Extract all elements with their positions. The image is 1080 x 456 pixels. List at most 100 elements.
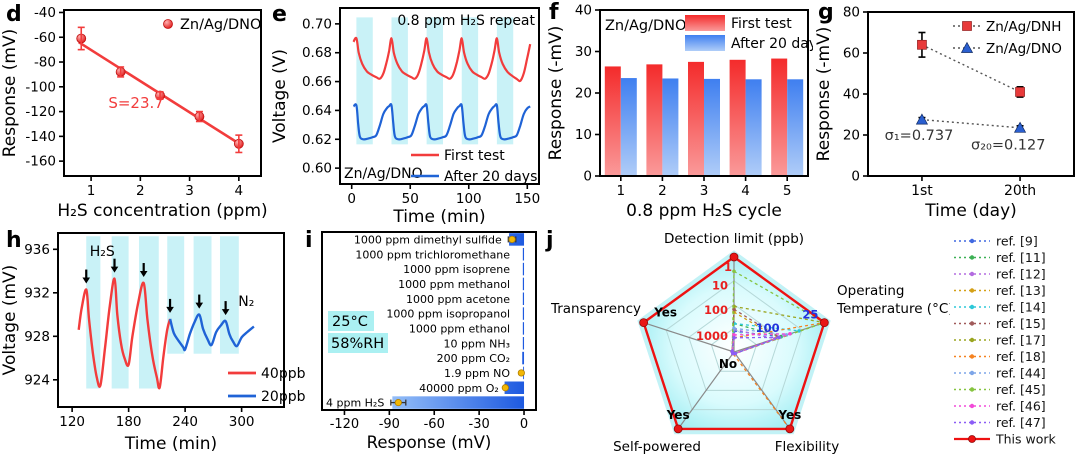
bar-first-test: [771, 58, 788, 176]
svg-text:1: 1: [724, 260, 732, 274]
svg-text:3: 3: [185, 183, 194, 199]
radar-this-work: [642, 255, 826, 431]
bar-first-test: [604, 66, 621, 176]
svg-text:Time (min): Time (min): [392, 207, 485, 225]
svg-text:4 ppm H₂S: 4 ppm H₂S: [326, 397, 384, 410]
svg-text:0.60: 0.60: [302, 161, 332, 177]
svg-text:3: 3: [700, 183, 709, 199]
svg-text:100: 100: [756, 321, 780, 335]
svg-text:1000 ppm trichloromethane: 1000 ppm trichloromethane: [355, 248, 510, 261]
svg-text:120: 120: [59, 414, 85, 430]
svg-text:1st: 1st: [911, 183, 933, 199]
bar-first-test: [646, 64, 663, 176]
svg-text:2: 2: [658, 183, 667, 199]
svg-text:180: 180: [116, 414, 142, 430]
svg-text:0.64: 0.64: [302, 103, 332, 119]
gas-response-bar: [522, 307, 525, 320]
svg-text:Self-powered: Self-powered: [613, 439, 701, 455]
svg-text:0: 0: [347, 191, 356, 207]
svg-text:0: 0: [520, 417, 528, 432]
svg-text:20th: 20th: [1004, 183, 1036, 199]
panel-letter-i: i: [305, 228, 313, 253]
svg-text:936: 936: [24, 242, 50, 258]
response-dot: [508, 235, 516, 244]
svg-text:1000 ppm isopropanol: 1000 ppm isopropanol: [386, 308, 510, 321]
svg-text:ref. [11]: ref. [11]: [996, 250, 1046, 265]
svg-text:ref. [9]: ref. [9]: [996, 234, 1038, 249]
svg-text:20: 20: [843, 128, 860, 144]
svg-text:25°C: 25°C: [332, 314, 368, 330]
svg-text:Yes: Yes: [777, 408, 801, 422]
curve-20ppb: [168, 313, 255, 352]
gas-response-bar: [522, 337, 525, 350]
gas-response-bar: [522, 322, 525, 335]
svg-text:First test: First test: [731, 16, 792, 32]
svg-text:932: 932: [24, 285, 50, 301]
svg-text:H₂S concentration (ppm): H₂S concentration (ppm): [57, 201, 267, 221]
bar-after-20-days: [704, 78, 720, 176]
svg-text:1000: 1000: [696, 329, 728, 343]
response-dot: [501, 384, 509, 392]
panel-letter-e: e: [272, 2, 287, 27]
svg-text:ref. [18]: ref. [18]: [996, 349, 1046, 364]
svg-text:Response (mV): Response (mV): [367, 433, 492, 452]
svg-text:0: 0: [583, 169, 592, 185]
svg-text:10: 10: [575, 127, 592, 143]
panel-letter-h: h: [6, 228, 22, 253]
svg-text:ref. [44]: ref. [44]: [996, 366, 1046, 381]
svg-text:0.8 ppm H₂S cycle: 0.8 ppm H₂S cycle: [626, 201, 782, 221]
svg-text:1000 ppm ethanol: 1000 ppm ethanol: [409, 322, 510, 335]
bar-after-20-days: [620, 78, 637, 176]
bar-after-20-days: [745, 79, 762, 176]
svg-text:ref. [15]: ref. [15]: [996, 316, 1046, 331]
svg-text:Zn/Ag/DNO: Zn/Ag/DNO: [605, 18, 686, 34]
panel-letter-f: f: [549, 0, 559, 25]
svg-text:25: 25: [802, 308, 818, 322]
svg-text:2: 2: [136, 183, 145, 199]
svg-text:300: 300: [229, 414, 255, 430]
svg-text:Response (mV): Response (mV): [0, 29, 20, 158]
svg-text:-40: -40: [34, 5, 56, 21]
panel-letter-d: d: [6, 2, 22, 27]
svg-text:After 20 days: After 20 days: [731, 36, 813, 52]
svg-text:Zn/Ag/DNO: Zn/Ag/DNO: [986, 41, 1062, 57]
svg-text:Response (-mV): Response (-mV): [814, 27, 834, 162]
gas-response-bar: [522, 351, 525, 365]
gas-response-bar: [522, 277, 525, 291]
svg-text:200 ppm CO₂: 200 ppm CO₂: [437, 352, 510, 365]
svg-text:40: 40: [575, 3, 592, 19]
svg-text:240: 240: [172, 414, 198, 430]
svg-text:0.70: 0.70: [302, 16, 332, 32]
panel-d-calibration-chart: Zn/Ag/DNO S=23.7 1 2 3 4 -40 -60 -80 -100 -120 -140…: [0, 5, 268, 221]
radar-ref-47-: [731, 336, 780, 355]
svg-text:Zn/Ag/DNH: Zn/Ag/DNH: [986, 19, 1061, 35]
svg-text:0.8 ppm H₂S repeat: 0.8 ppm H₂S repeat: [397, 13, 535, 29]
panel-letter-g: g: [818, 0, 834, 25]
svg-text:ref. [14]: ref. [14]: [996, 300, 1046, 315]
svg-text:Temperature (°C): Temperature (°C): [836, 301, 950, 317]
svg-text:Time (day): Time (day): [924, 201, 1017, 221]
gas-response-bar: [522, 248, 525, 261]
svg-text:-60: -60: [34, 30, 56, 46]
svg-text:First test: First test: [444, 148, 505, 164]
svg-text:40000 ppm O₂: 40000 ppm O₂: [419, 382, 499, 395]
svg-text:Voltage (mV): Voltage (mV): [0, 265, 20, 376]
bar-after-20-days: [662, 78, 679, 176]
svg-text:-120: -120: [330, 417, 360, 432]
svg-text:150: 150: [514, 191, 540, 207]
svg-text:-90: -90: [379, 417, 400, 432]
svg-text:1: 1: [617, 183, 626, 199]
svg-text:Flexibility: Flexibility: [775, 439, 839, 455]
gas-response-bar: [522, 292, 525, 305]
svg-text:0: 0: [851, 169, 860, 185]
svg-text:30: 30: [575, 44, 592, 60]
svg-text:ref. [47]: ref. [47]: [996, 415, 1046, 430]
svg-text:80: 80: [843, 5, 860, 21]
svg-text:No: No: [719, 357, 737, 371]
svg-text:100: 100: [456, 191, 482, 207]
svg-text:1000 ppm isoprene: 1000 ppm isoprene: [403, 263, 510, 276]
svg-text:50: 50: [402, 191, 419, 207]
bar-first-test: [729, 59, 746, 176]
